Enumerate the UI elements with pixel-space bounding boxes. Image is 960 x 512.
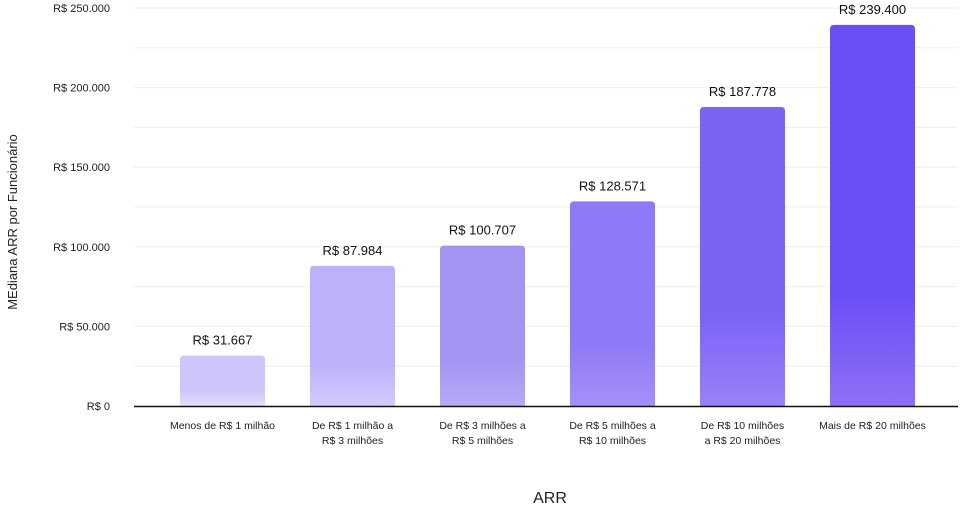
x-tick-label: De R$ 10 milhões a R$ 20 milhões — [701, 420, 784, 447]
bar-value-label: R$ 100.707 — [449, 223, 516, 238]
bar-value-label: R$ 239.400 — [839, 2, 906, 17]
x-tick-label: De R$ 3 milhões a R$ 5 milhões — [439, 420, 526, 447]
bar-value-label: R$ 87.984 — [323, 243, 383, 258]
y-axis-ticks: R$ 0 R$ 50.000 R$ 100.000 R$ 150.000 R$ 200.… — [53, 3, 110, 413]
y-tick-label: R$ 100.000 — [53, 242, 110, 254]
bar-value-label: R$ 31.667 — [193, 333, 253, 348]
y-tick-label: R$ 50.000 — [59, 321, 110, 333]
bar — [440, 245, 525, 406]
x-axis-title: ARR — [533, 490, 567, 507]
y-axis-title: MEdiana ARR por Funcionário — [5, 134, 20, 310]
gridlines — [134, 7, 958, 367]
bar — [570, 201, 655, 406]
bars — [180, 24, 915, 406]
bar-value-label: R$ 128.571 — [579, 178, 646, 193]
bar-value-label: R$ 187.778 — [709, 84, 776, 99]
x-tick-label: De R$ 1 milhão a R$ 3 milhões — [312, 420, 393, 447]
x-tick-label: Mais de R$ 20 milhões — [819, 420, 926, 432]
y-tick-label: R$ 200.000 — [53, 83, 110, 95]
y-tick-label: R$ 150.000 — [53, 162, 110, 174]
bar — [700, 107, 785, 406]
y-tick-label: R$ 250.000 — [53, 3, 110, 15]
y-tick-label: R$ 0 — [87, 401, 110, 413]
value-labels: R$ 31.667 R$ 87.984 R$ 100.707 R$ 128.571 R$… — [193, 2, 907, 348]
x-tick-label: De R$ 5 milhões a R$ 10 milhões — [569, 420, 656, 447]
bar — [310, 265, 395, 406]
bar — [180, 355, 265, 406]
bar — [830, 24, 915, 406]
x-axis-ticks: Menos de R$ 1 milhão De R$ 1 milhão a R$ 3… — [170, 420, 926, 447]
x-tick-label: Menos de R$ 1 milhão — [170, 420, 275, 432]
